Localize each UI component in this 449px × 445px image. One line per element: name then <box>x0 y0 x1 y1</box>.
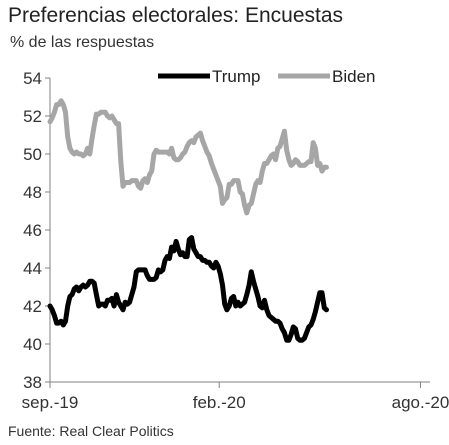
y-tick-label: 40 <box>23 335 42 354</box>
series-line-biden <box>47 98 329 216</box>
series-line-trump <box>47 235 329 343</box>
x-tick-label: ago.-20 <box>392 393 449 412</box>
legend: Trump Biden <box>158 67 375 86</box>
x-tick-label: feb.-20 <box>193 393 246 412</box>
y-tick-label: 44 <box>23 259 42 278</box>
chart-title: Preferencias electorales: Encuestas <box>8 4 344 27</box>
y-tick-label: 50 <box>23 145 42 164</box>
legend-label-trump: Trump <box>212 67 261 86</box>
y-tick-label: 42 <box>23 297 42 316</box>
y-tick-label: 38 <box>23 373 42 392</box>
series-group <box>47 98 329 343</box>
y-tick-label: 48 <box>23 183 42 202</box>
axes: 38 40 42 44 46 48 50 52 54 sep.-19 feb.-20 ago.-20 <box>22 69 449 412</box>
y-tick-label: 54 <box>23 69 42 88</box>
legend-label-biden: Biden <box>332 67 375 86</box>
chart-subtitle: % de las respuestas <box>10 34 155 51</box>
y-tick-label: 52 <box>23 107 42 126</box>
y-tick-label: 46 <box>23 221 42 240</box>
x-tick-label: sep.-19 <box>22 393 79 412</box>
chart-source: Fuente: Real Clear Politics <box>8 423 174 439</box>
